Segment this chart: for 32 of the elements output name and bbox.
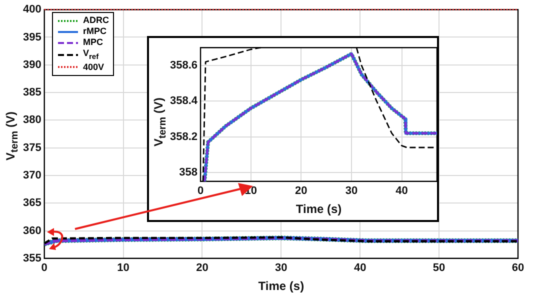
y-tick-label: 380 <box>22 114 42 126</box>
x-tick-label: 10 <box>117 262 130 274</box>
y-tick-label: 358 <box>179 166 198 179</box>
legend-label: 400V <box>83 62 104 73</box>
y-tick-label: 358.4 <box>170 95 198 108</box>
x-tick-label: 20 <box>196 262 208 274</box>
y-tick-label: 395 <box>22 31 42 44</box>
x-tick-label: 30 <box>345 185 358 198</box>
y-tick-label: 390 <box>22 58 42 71</box>
x-tick-label: 30 <box>275 262 288 274</box>
y-tick-label: 365 <box>22 197 42 210</box>
x-tick-label: 60 <box>512 262 524 274</box>
x-tick-label: 40 <box>354 262 366 274</box>
legend-label: MPC <box>83 37 103 48</box>
x-tick-label: 40 <box>396 185 408 198</box>
y-tick-label: 375 <box>22 142 42 154</box>
legend-label: V$_{ref}$ <box>83 48 99 62</box>
y-tick-label: 385 <box>22 86 42 99</box>
y-tick-label: 355 <box>22 252 42 264</box>
x-axis-title: Time (s) <box>258 279 304 294</box>
legend-label: ADRC <box>83 15 109 26</box>
x-tick-label: 20 <box>295 185 308 198</box>
legend-label: rMPC <box>83 26 107 37</box>
y-tick-label: 360 <box>22 224 42 237</box>
x-tick-label: 0 <box>197 185 204 198</box>
y-tick-label: 400 <box>22 4 42 16</box>
y-tick-label: 358.6 <box>170 59 198 72</box>
x-tick-label: 50 <box>432 262 446 274</box>
y-tick-label: 370 <box>22 170 42 182</box>
y-tick-label: 358.2 <box>170 130 198 143</box>
x-tick-label: 0 <box>41 262 48 274</box>
x-axis-title: Time (s) <box>296 202 342 216</box>
